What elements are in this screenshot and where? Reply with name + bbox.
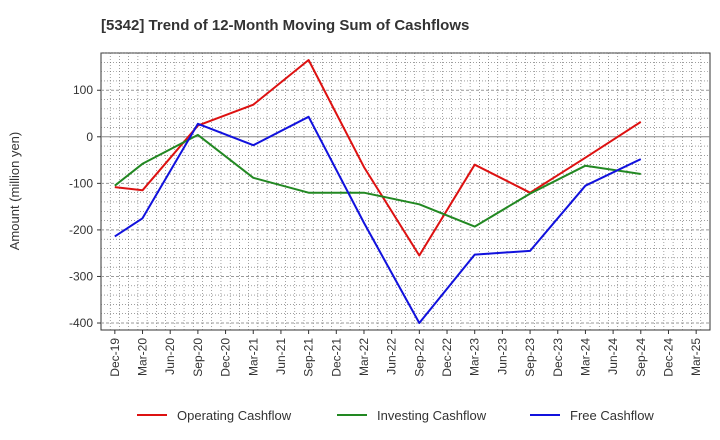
x-tick-label: Dec-24 [661,338,675,377]
x-tick-label: Sep-20 [191,338,205,377]
chart-title: [5342] Trend of 12-Month Moving Sum of C… [101,17,469,34]
x-tick-label: Dec-23 [551,338,565,377]
series-line-free-cashflow [114,115,642,324]
x-tick-label: Sep-22 [412,338,426,377]
series-lines [114,59,642,324]
x-tick-label: Jun-24 [606,338,620,375]
x-tick-label: Sep-21 [302,338,316,377]
legend-label: Free Cashflow [570,408,654,423]
x-tick-labels: Dec-19 Mar-20 Jun-20 Sep-20 Dec-20 Mar-21 Jun-… [108,330,703,377]
x-tick-label: Mar-20 [136,338,150,376]
legend-label: Operating Cashflow [177,408,292,423]
y-axis-label: Amount (million yen) [7,132,22,251]
x-tick-label: Jun-22 [385,338,399,375]
x-tick-label: Dec-21 [329,338,343,377]
y-tick-label: -400 [69,316,93,330]
x-tick-label: Dec-22 [440,338,454,377]
x-tick-label: Mar-23 [468,338,482,376]
legend: Operating Cashflow Investing Cashflow Free… [137,408,654,423]
series-line-investing-cashflow [114,133,641,228]
series-line-operating-cashflow [114,59,642,257]
y-tick-label: 100 [73,83,93,97]
x-tick-label: Mar-21 [246,338,260,376]
y-tick-label: -200 [69,223,93,237]
plot-area [100,52,711,331]
y-tick-labels: 100 0 -100 -200 -300 -400 [69,83,101,330]
x-tick-label: Mar-24 [578,338,592,376]
legend-label: Investing Cashflow [377,408,487,423]
y-tick-label: -300 [69,269,93,283]
y-tick-label: -100 [69,176,93,190]
x-tick-label: Mar-22 [357,338,371,376]
x-tick-label: Dec-20 [219,338,233,377]
x-tick-label: Sep-24 [634,338,648,377]
x-tick-label: Jun-20 [163,338,177,375]
x-tick-label: Jun-21 [274,338,288,375]
y-tick-label: 0 [86,130,93,144]
x-tick-label: Sep-23 [523,338,537,377]
x-tick-label: Jun-23 [495,338,509,375]
x-tick-label: Dec-19 [108,338,122,377]
x-tick-label: Mar-25 [689,338,703,376]
